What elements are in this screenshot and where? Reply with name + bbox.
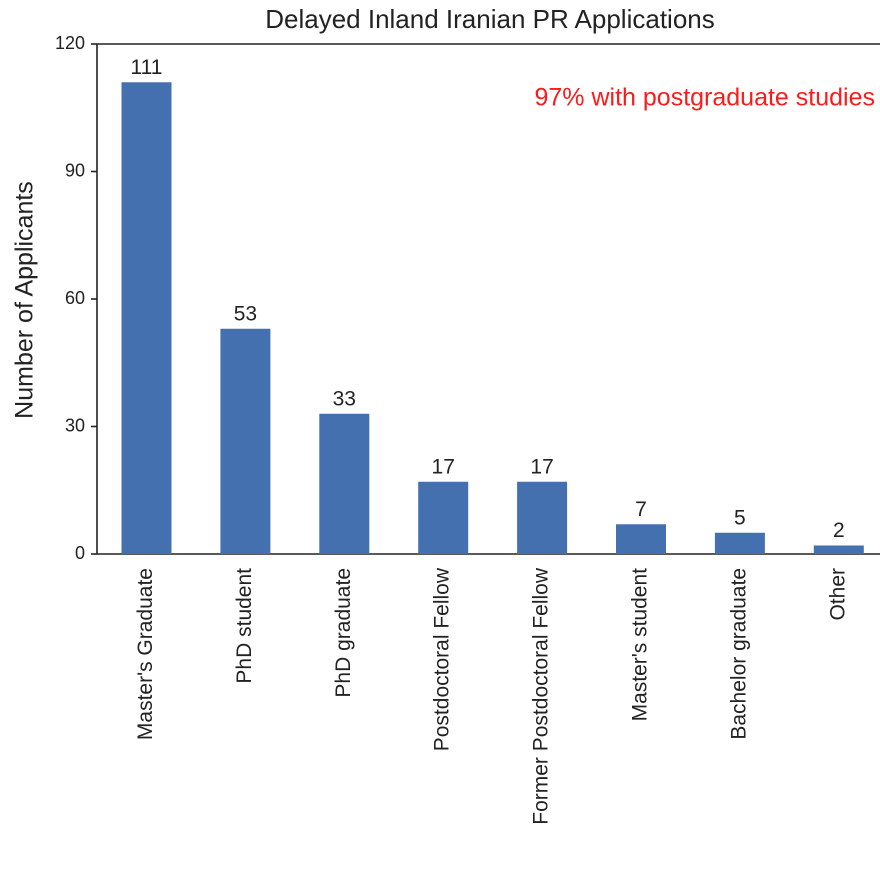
- value-label: 5: [734, 506, 746, 529]
- y-tick-label: 60: [65, 288, 85, 308]
- value-label: 53: [234, 302, 257, 325]
- x-tick-label: Postdoctoral Fellow: [431, 567, 454, 751]
- value-label: 111: [131, 56, 163, 79]
- value-label: 2: [833, 519, 845, 542]
- bar: [714, 532, 765, 554]
- x-tick-label: Former Postdoctoral Fellow: [530, 567, 553, 825]
- bar: [616, 524, 666, 554]
- bar: [517, 481, 568, 554]
- value-label: 33: [333, 387, 356, 410]
- x-tick-label: Master's Graduate: [134, 568, 157, 740]
- bar: [121, 82, 172, 554]
- bar: [418, 481, 469, 554]
- y-tick-label: 90: [65, 160, 85, 180]
- x-tick-label: Master's student: [629, 568, 652, 722]
- x-tick-label: Other: [826, 568, 849, 621]
- value-label: 17: [432, 455, 455, 478]
- chart-title: Delayed Inland Iranian PR Applications: [265, 4, 715, 34]
- y-tick-label: 120: [55, 33, 85, 53]
- bar: [319, 413, 370, 554]
- x-tick-label: Bachelor graduate: [727, 568, 750, 740]
- y-axis-label: Number of Applicants: [11, 181, 39, 419]
- bar: [813, 545, 864, 554]
- x-tick-label: PhD graduate: [332, 568, 355, 698]
- annotation: 97% with postgraduate studies: [535, 84, 876, 112]
- x-tick-label: PhD student: [233, 568, 256, 684]
- value-label: 7: [635, 498, 647, 521]
- bar: [220, 328, 271, 554]
- y-tick-label: 0: [75, 543, 85, 563]
- value-label: 17: [530, 455, 553, 478]
- y-tick-label: 30: [65, 415, 85, 435]
